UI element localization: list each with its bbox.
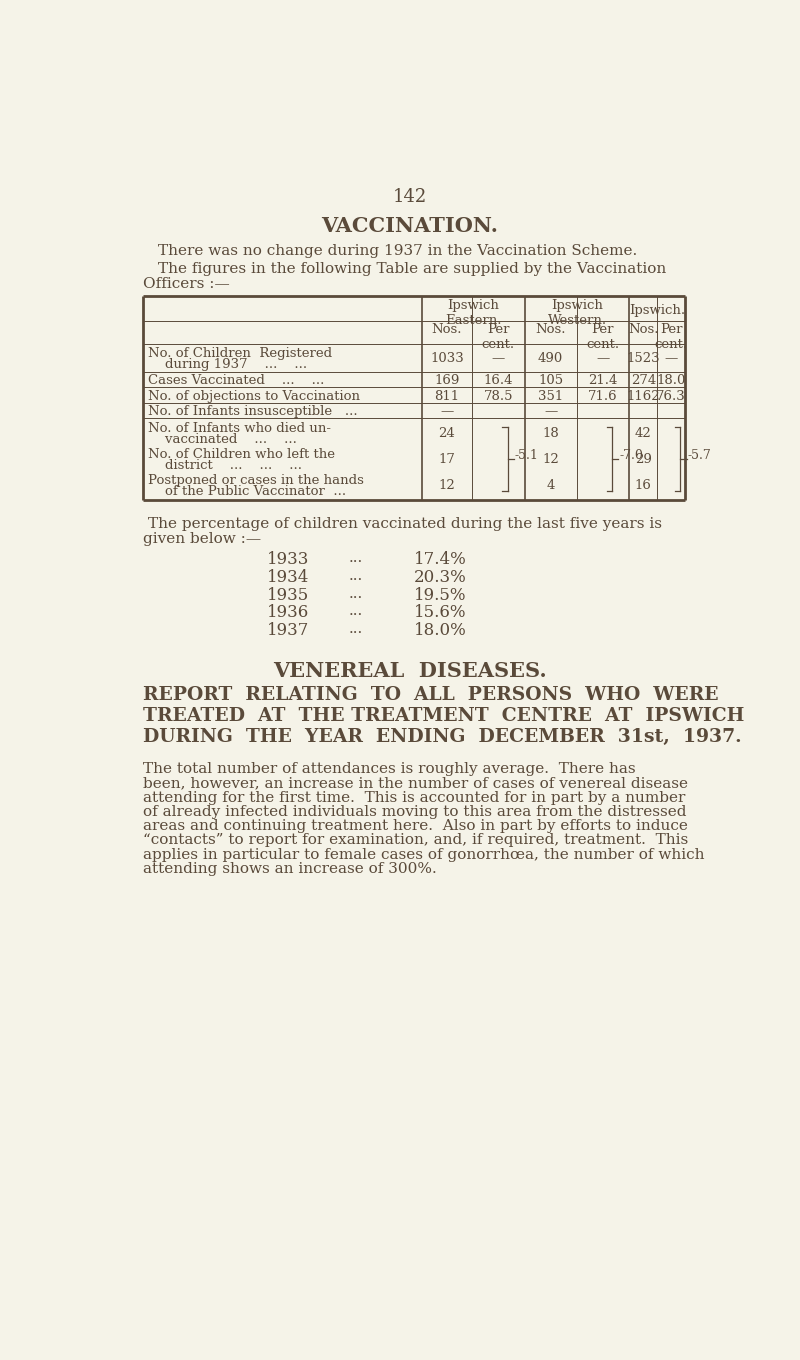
Text: ...: ...: [349, 551, 363, 566]
Text: The percentage of children vaccinated during the last five years is: The percentage of children vaccinated du…: [148, 517, 662, 532]
Text: 142: 142: [393, 188, 427, 205]
Text: 351: 351: [538, 389, 563, 403]
Text: 18.0: 18.0: [657, 374, 686, 388]
Text: 1935: 1935: [266, 586, 309, 604]
Text: 19.5%: 19.5%: [414, 586, 466, 604]
Text: 78.5: 78.5: [483, 389, 513, 403]
Text: The total number of attendances is roughly average.  There has: The total number of attendances is rough…: [142, 762, 635, 777]
Text: during 1937    ...    ...: during 1937 ... ...: [148, 358, 307, 371]
Text: ...: ...: [349, 586, 363, 601]
Text: applies in particular to female cases of gonorrhœa, the number of which: applies in particular to female cases of…: [142, 847, 704, 862]
Text: No. of objections to Vaccination: No. of objections to Vaccination: [148, 389, 360, 403]
Text: No. of Children  Registered: No. of Children Registered: [148, 347, 332, 360]
Text: areas and continuing treatment here.  Also in part by efforts to induce: areas and continuing treatment here. Als…: [142, 819, 687, 834]
Text: 1937: 1937: [266, 622, 309, 639]
Text: ...: ...: [349, 622, 363, 636]
Text: 12: 12: [542, 453, 559, 465]
Text: 105: 105: [538, 374, 563, 388]
Text: vaccinated    ...    ...: vaccinated ... ...: [148, 432, 297, 446]
Text: 1936: 1936: [266, 604, 309, 622]
Text: district    ...    ...    ...: district ... ... ...: [148, 458, 302, 472]
Text: -5.1: -5.1: [514, 449, 538, 462]
Text: 20.3%: 20.3%: [414, 568, 466, 586]
Text: —: —: [665, 352, 678, 364]
Text: Postponed or cases in the hands: Postponed or cases in the hands: [148, 475, 364, 487]
Text: 1933: 1933: [266, 551, 309, 568]
Text: 169: 169: [434, 374, 459, 388]
Text: ...: ...: [349, 568, 363, 583]
Text: 16.4: 16.4: [483, 374, 513, 388]
Text: Nos.: Nos.: [628, 324, 658, 336]
Text: of already infected individuals moving to this area from the distressed: of already infected individuals moving t…: [142, 805, 686, 819]
Text: Ipswich
Western.: Ipswich Western.: [547, 299, 606, 326]
Text: 274: 274: [630, 374, 656, 388]
Text: of the Public Vaccinator  ...: of the Public Vaccinator ...: [148, 486, 346, 498]
Text: 15.6%: 15.6%: [414, 604, 466, 622]
Text: Per
cent.: Per cent.: [482, 324, 515, 351]
Text: given below :—: given below :—: [142, 532, 261, 545]
Text: VENEREAL  DISEASES.: VENEREAL DISEASES.: [273, 661, 547, 681]
Text: -7.0: -7.0: [619, 449, 643, 462]
Text: No. of Infants who died un-: No. of Infants who died un-: [148, 422, 331, 435]
Text: 811: 811: [434, 389, 459, 403]
Text: -5.7: -5.7: [687, 449, 711, 462]
Text: ...: ...: [349, 604, 363, 619]
Text: DURING  THE  YEAR  ENDING  DECEMBER  31st,  1937.: DURING THE YEAR ENDING DECEMBER 31st, 19…: [142, 728, 742, 745]
Text: Officers :—: Officers :—: [142, 277, 230, 291]
Text: Ipswich
Eastern.: Ipswich Eastern.: [445, 299, 502, 326]
Text: —: —: [492, 352, 505, 364]
Text: 12: 12: [438, 479, 455, 492]
Text: been, however, an increase in the number of cases of venereal disease: been, however, an increase in the number…: [142, 777, 688, 790]
Text: Nos.: Nos.: [535, 324, 566, 336]
Text: 76.3: 76.3: [656, 389, 686, 403]
Text: attending for the first time.  This is accounted for in part by a number: attending for the first time. This is ac…: [142, 790, 685, 805]
Text: 42: 42: [635, 427, 652, 439]
Text: 1162: 1162: [626, 389, 660, 403]
Text: No. of Children who left the: No. of Children who left the: [148, 447, 335, 461]
Text: attending shows an increase of 300%.: attending shows an increase of 300%.: [142, 862, 436, 876]
Text: There was no change during 1937 in the Vaccination Scheme.: There was no change during 1937 in the V…: [158, 243, 638, 258]
Text: Per
cent.: Per cent.: [654, 324, 688, 351]
Text: No. of Infants insusceptible   ...: No. of Infants insusceptible ...: [148, 405, 358, 418]
Text: 18.0%: 18.0%: [414, 622, 466, 639]
Text: 17: 17: [438, 453, 455, 465]
Text: 24: 24: [438, 427, 455, 439]
Text: Ipswich.: Ipswich.: [629, 305, 686, 317]
Text: 1033: 1033: [430, 352, 464, 364]
Text: VACCINATION.: VACCINATION.: [322, 215, 498, 235]
Text: Per
cent.: Per cent.: [586, 324, 619, 351]
Text: 18: 18: [542, 427, 559, 439]
Text: “contacts” to report for examination, and, if required, treatment.  This: “contacts” to report for examination, an…: [142, 834, 688, 847]
Text: 1523: 1523: [626, 352, 660, 364]
Text: Cases Vaccinated    ...    ...: Cases Vaccinated ... ...: [148, 374, 325, 388]
Text: 29: 29: [635, 453, 652, 465]
Text: Nos.: Nos.: [431, 324, 462, 336]
Text: —: —: [440, 405, 454, 418]
Text: 17.4%: 17.4%: [414, 551, 466, 568]
Text: TREATED  AT  THE TREATMENT  CENTRE  AT  IPSWICH: TREATED AT THE TREATMENT CENTRE AT IPSWI…: [142, 707, 744, 725]
Text: The figures in the following Table are supplied by the Vaccination: The figures in the following Table are s…: [158, 261, 666, 276]
Text: 1934: 1934: [266, 568, 309, 586]
Text: 490: 490: [538, 352, 563, 364]
Text: —: —: [544, 405, 558, 418]
Text: 21.4: 21.4: [588, 374, 618, 388]
Text: —: —: [596, 352, 610, 364]
Text: 16: 16: [635, 479, 652, 492]
Text: REPORT  RELATING  TO  ALL  PERSONS  WHO  WERE: REPORT RELATING TO ALL PERSONS WHO WERE: [142, 685, 718, 704]
Text: 71.6: 71.6: [588, 389, 618, 403]
Text: 4: 4: [546, 479, 555, 492]
